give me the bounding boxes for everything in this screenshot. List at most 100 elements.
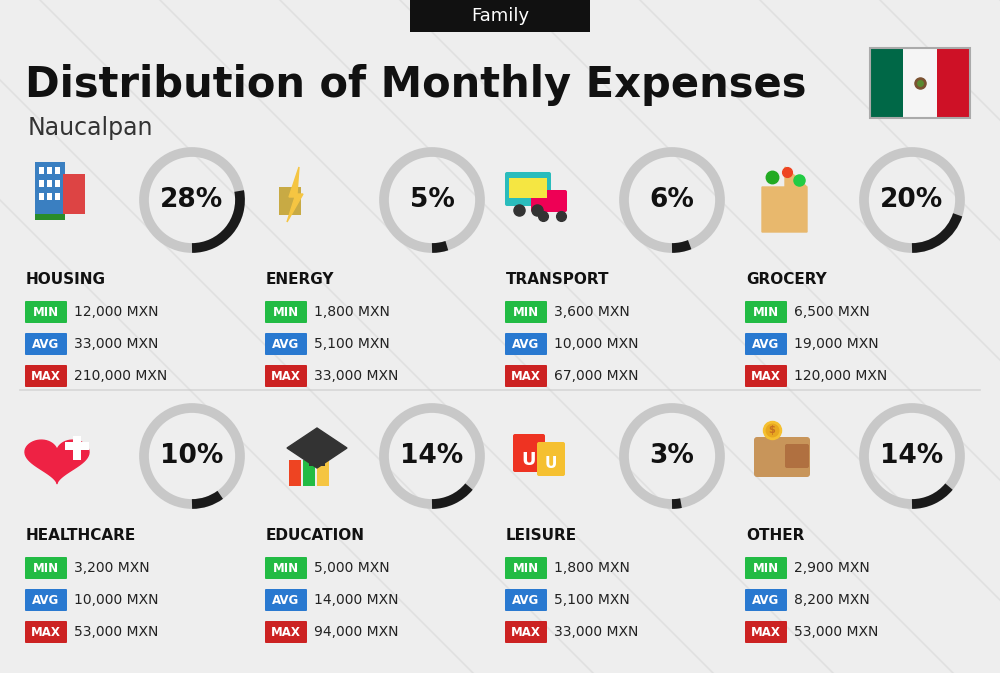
Text: AVG: AVG [752, 337, 780, 351]
Text: U: U [522, 451, 536, 469]
FancyBboxPatch shape [47, 193, 52, 200]
Polygon shape [287, 167, 303, 222]
FancyBboxPatch shape [289, 460, 301, 486]
Text: 53,000 MXN: 53,000 MXN [74, 625, 158, 639]
Text: 10,000 MXN: 10,000 MXN [74, 593, 158, 607]
Text: MAX: MAX [31, 369, 61, 382]
Text: MAX: MAX [511, 369, 541, 382]
FancyBboxPatch shape [279, 187, 301, 215]
Text: 10%: 10% [160, 443, 224, 469]
FancyBboxPatch shape [39, 180, 44, 187]
Text: 10,000 MXN: 10,000 MXN [554, 337, 639, 351]
FancyBboxPatch shape [317, 460, 329, 486]
FancyBboxPatch shape [505, 589, 547, 611]
Text: 6%: 6% [650, 187, 694, 213]
Text: Distribution of Monthly Expenses: Distribution of Monthly Expenses [25, 64, 806, 106]
Text: AVG: AVG [752, 594, 780, 606]
Text: 5,100 MXN: 5,100 MXN [314, 337, 390, 351]
FancyBboxPatch shape [265, 589, 307, 611]
FancyBboxPatch shape [505, 621, 547, 643]
Text: MAX: MAX [511, 625, 541, 639]
FancyBboxPatch shape [505, 365, 547, 387]
FancyBboxPatch shape [265, 557, 307, 579]
FancyBboxPatch shape [65, 442, 89, 450]
FancyBboxPatch shape [73, 436, 81, 460]
FancyBboxPatch shape [309, 446, 325, 466]
FancyBboxPatch shape [39, 167, 44, 174]
FancyBboxPatch shape [513, 434, 545, 472]
Text: OTHER: OTHER [746, 528, 804, 543]
Text: MAX: MAX [31, 625, 61, 639]
Polygon shape [25, 440, 89, 483]
FancyBboxPatch shape [35, 214, 65, 220]
FancyBboxPatch shape [55, 193, 60, 200]
FancyBboxPatch shape [745, 557, 787, 579]
Text: 6,500 MXN: 6,500 MXN [794, 305, 870, 319]
Text: MIN: MIN [513, 561, 539, 575]
FancyBboxPatch shape [55, 180, 60, 187]
Text: 33,000 MXN: 33,000 MXN [74, 337, 158, 351]
FancyBboxPatch shape [505, 557, 547, 579]
FancyBboxPatch shape [745, 589, 787, 611]
FancyBboxPatch shape [25, 557, 67, 579]
Text: AVG: AVG [32, 594, 60, 606]
Text: MIN: MIN [273, 306, 299, 318]
Text: 94,000 MXN: 94,000 MXN [314, 625, 398, 639]
Text: 53,000 MXN: 53,000 MXN [794, 625, 878, 639]
Text: 5,100 MXN: 5,100 MXN [554, 593, 630, 607]
FancyBboxPatch shape [25, 301, 67, 323]
FancyBboxPatch shape [745, 301, 787, 323]
Text: U: U [545, 456, 557, 472]
FancyBboxPatch shape [870, 48, 903, 118]
Text: AVG: AVG [272, 337, 300, 351]
Text: 28%: 28% [160, 187, 224, 213]
Text: MIN: MIN [753, 561, 779, 575]
FancyBboxPatch shape [745, 621, 787, 643]
FancyBboxPatch shape [537, 442, 565, 476]
FancyBboxPatch shape [47, 180, 52, 187]
FancyBboxPatch shape [63, 174, 85, 214]
Text: EDUCATION: EDUCATION [266, 528, 365, 543]
FancyBboxPatch shape [505, 301, 547, 323]
FancyBboxPatch shape [303, 460, 315, 486]
Text: LEISURE: LEISURE [506, 528, 577, 543]
Text: 20%: 20% [880, 187, 944, 213]
Text: 1,800 MXN: 1,800 MXN [554, 561, 630, 575]
Text: 3,600 MXN: 3,600 MXN [554, 305, 630, 319]
Text: 5%: 5% [410, 187, 454, 213]
FancyBboxPatch shape [754, 437, 810, 477]
Text: 14%: 14% [400, 443, 464, 469]
Text: Naucalpan: Naucalpan [28, 116, 154, 140]
Text: $: $ [769, 425, 775, 435]
Text: 12,000 MXN: 12,000 MXN [74, 305, 158, 319]
Text: MIN: MIN [33, 306, 59, 318]
Text: 120,000 MXN: 120,000 MXN [794, 369, 887, 383]
Text: Family: Family [471, 7, 529, 25]
FancyBboxPatch shape [265, 301, 307, 323]
FancyBboxPatch shape [25, 333, 67, 355]
FancyBboxPatch shape [531, 190, 567, 212]
Text: 5,000 MXN: 5,000 MXN [314, 561, 390, 575]
Text: MAX: MAX [271, 369, 301, 382]
Text: 33,000 MXN: 33,000 MXN [554, 625, 638, 639]
Text: MIN: MIN [273, 561, 299, 575]
Text: 8,200 MXN: 8,200 MXN [794, 593, 870, 607]
FancyBboxPatch shape [785, 444, 809, 468]
FancyBboxPatch shape [35, 162, 65, 214]
FancyBboxPatch shape [509, 178, 547, 198]
FancyBboxPatch shape [265, 333, 307, 355]
Text: MAX: MAX [751, 625, 781, 639]
Text: HEALTHCARE: HEALTHCARE [26, 528, 136, 543]
FancyBboxPatch shape [505, 333, 547, 355]
Polygon shape [762, 167, 807, 232]
Text: 1,800 MXN: 1,800 MXN [314, 305, 390, 319]
Text: TRANSPORT: TRANSPORT [506, 272, 610, 287]
Text: HOUSING: HOUSING [26, 272, 106, 287]
Text: AVG: AVG [32, 337, 60, 351]
FancyBboxPatch shape [265, 621, 307, 643]
Text: AVG: AVG [512, 594, 540, 606]
Text: GROCERY: GROCERY [746, 272, 827, 287]
FancyBboxPatch shape [903, 48, 937, 118]
Text: 33,000 MXN: 33,000 MXN [314, 369, 398, 383]
FancyBboxPatch shape [47, 167, 52, 174]
